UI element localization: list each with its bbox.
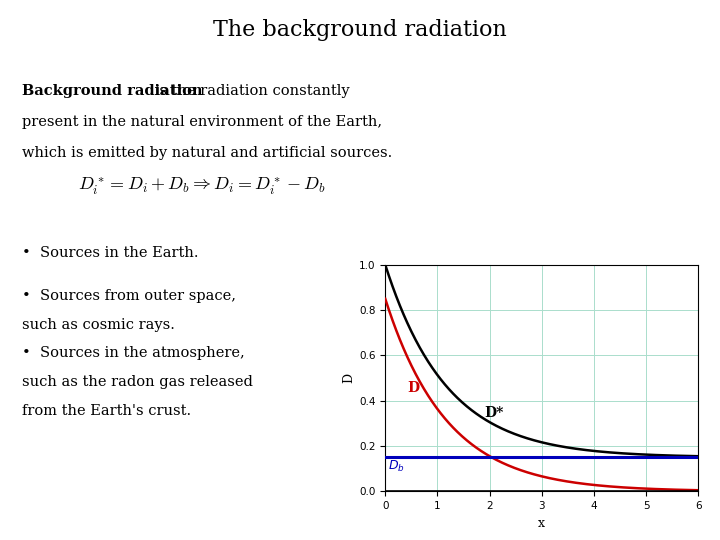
Text: present in the natural environment of the Earth,: present in the natural environment of th… [22,115,382,129]
Text: D*: D* [485,406,504,420]
Text: $D_b$: $D_b$ [388,459,405,474]
Text: D: D [407,381,419,395]
X-axis label: x: x [539,517,545,530]
Text: such as the radon gas released: such as the radon gas released [22,375,253,389]
Text: which is emitted by natural and artificial sources.: which is emitted by natural and artifici… [22,146,392,160]
Text: $D_i^* = D_i + D_b \Rightarrow D_i = D_i^* - D_b$: $D_i^* = D_i + D_b \Rightarrow D_i = D_i… [78,176,325,198]
Text: from the Earth's crust.: from the Earth's crust. [22,404,191,418]
Text: such as cosmic rays.: such as cosmic rays. [22,318,174,332]
Text: The background radiation: The background radiation [213,19,507,41]
Y-axis label: D: D [342,373,355,383]
Text: Background radiation: Background radiation [22,84,202,98]
Text: •  Sources in the atmosphere,: • Sources in the atmosphere, [22,346,244,360]
Text: is the radiation constantly: is the radiation constantly [150,84,349,98]
Text: •  Sources in the Earth.: • Sources in the Earth. [22,246,198,260]
Text: •  Sources from outer space,: • Sources from outer space, [22,289,235,303]
